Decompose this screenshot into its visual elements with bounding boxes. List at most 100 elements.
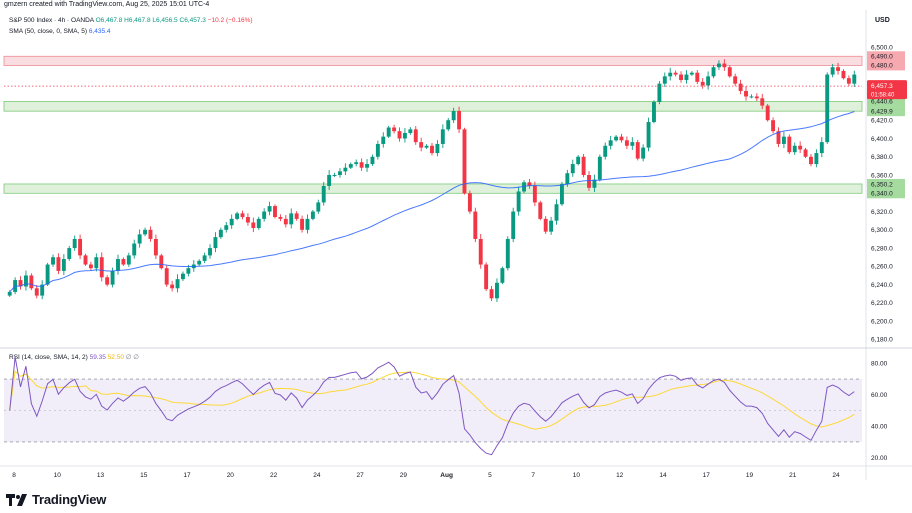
candle-body[interactable] [435,143,440,154]
candle-body[interactable] [798,145,803,150]
candle-body[interactable] [473,211,478,239]
candle-body[interactable] [94,257,99,269]
candle-body[interactable] [413,129,418,143]
candle-body[interactable] [554,204,559,221]
candle-body[interactable] [208,248,212,256]
candle-body[interactable] [538,202,543,219]
candle-body[interactable] [78,238,83,256]
candle-body[interactable] [646,122,651,148]
candle-body[interactable] [749,96,754,98]
candle-body[interactable] [116,259,120,271]
candle-body[interactable] [159,255,164,269]
candle-body[interactable] [668,72,673,77]
candle-body[interactable] [321,185,326,203]
candle-body[interactable] [597,156,602,180]
candle-body[interactable] [830,67,835,75]
candle-body[interactable] [143,229,148,235]
candle-body[interactable] [781,136,786,144]
candle-body[interactable] [754,96,759,99]
candle-body[interactable] [570,164,575,174]
candle-body[interactable] [543,218,548,232]
candle-body[interactable] [846,78,851,84]
candle-body[interactable] [45,264,50,285]
rsi-legend[interactable]: RSI (14, close, SMA, 14, 2) 59.35 52.50 … [9,353,139,361]
currency-label[interactable]: USD [875,17,890,24]
candle-body[interactable] [576,156,581,165]
candle-body[interactable] [652,101,656,123]
candle-body[interactable] [706,76,711,86]
candle-body[interactable] [256,218,261,228]
candle-body[interactable] [310,211,315,219]
candle-body[interactable] [527,182,532,186]
candle-body[interactable] [354,162,359,165]
candle-body[interactable] [419,142,424,148]
candle-body[interactable] [424,145,429,148]
candle-body[interactable] [559,184,564,205]
candle-body[interactable] [273,206,277,218]
candle-body[interactable] [267,206,272,212]
candle-body[interactable] [29,275,34,289]
candle-body[interactable] [251,222,256,228]
candle-body[interactable] [624,140,629,146]
candle-body[interactable] [495,282,499,299]
candle-body[interactable] [744,90,748,97]
candle-body[interactable] [614,136,619,141]
symbol-legend[interactable]: S&P 500 Index · 4h · OANDA O6,467.8 H6,4… [9,17,253,24]
candle-body[interactable] [819,142,824,154]
candle-body[interactable] [522,182,526,192]
last-price-tag[interactable] [867,80,907,100]
candle-body[interactable] [126,255,131,265]
candle-body[interactable] [500,268,505,283]
candle-body[interactable] [24,275,28,287]
candle-body[interactable] [630,142,635,146]
candle-body[interactable] [170,284,175,289]
candle-body[interactable] [511,211,516,239]
candle-body[interactable] [300,218,305,230]
candle-body[interactable] [289,213,294,225]
candle-body[interactable] [61,259,66,271]
candle-body[interactable] [679,74,683,81]
zone-support-1[interactable] [3,100,863,112]
candle-body[interactable] [549,220,554,232]
candle-body[interactable] [110,270,115,285]
candle-body[interactable] [327,175,332,186]
candle-body[interactable] [164,268,169,285]
candle-body[interactable] [348,164,353,168]
candle-body[interactable] [787,136,792,153]
candle-body[interactable] [446,120,451,130]
candle-body[interactable] [809,156,813,165]
candle-body[interactable] [700,81,705,86]
candle-body[interactable] [235,213,240,219]
candle-body[interactable] [641,147,646,159]
candle-body[interactable] [121,259,126,265]
candle-body[interactable] [305,218,310,230]
candle-body[interactable] [72,238,77,249]
candle-body[interactable] [408,129,413,133]
candle-body[interactable] [451,111,456,121]
candle-body[interactable] [375,143,380,157]
candle-body[interactable] [278,217,283,219]
candle-body[interactable] [581,156,586,176]
zone-resistance-0[interactable] [3,55,863,66]
candle-body[interactable] [88,264,93,269]
sma-legend[interactable]: SMA (50, close, 0, SMA, 5) 6,435.4 [9,28,111,35]
candle-body[interactable] [467,193,472,212]
candle-body[interactable] [181,273,185,280]
rsi-line[interactable] [9,356,855,456]
candle-body[interactable] [619,136,624,141]
candle-body[interactable] [462,129,467,194]
candle-body[interactable] [478,238,483,265]
candle-body[interactable] [689,72,694,75]
candle-body[interactable] [657,83,662,102]
candle-body[interactable] [792,145,797,153]
candle-body[interactable] [283,218,288,225]
candle-body[interactable] [105,277,110,285]
candle-body[interactable] [608,140,613,146]
candle-body[interactable] [771,120,776,132]
candle-body[interactable] [186,268,191,274]
rsi-ma-line[interactable] [9,370,855,430]
candle-body[interactable] [83,255,88,265]
candle-body[interactable] [316,202,321,212]
candle-body[interactable] [402,132,407,139]
